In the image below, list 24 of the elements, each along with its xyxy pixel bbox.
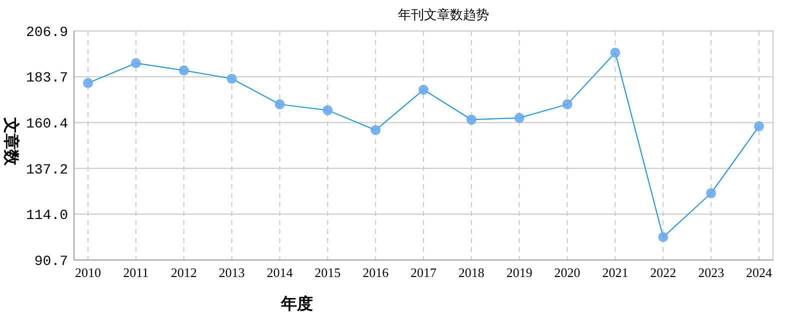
x-tick-label: 2023: [698, 265, 724, 280]
x-tick-label: 2022: [650, 265, 676, 280]
y-tick-label: 90.7: [34, 254, 68, 270]
x-tick-label: 2011: [123, 265, 149, 280]
x-tick-label: 2017: [410, 265, 437, 280]
x-tick-label: 2019: [506, 265, 532, 280]
y-axis-title: 文章数: [2, 116, 20, 166]
y-tick-label: 137.2: [26, 162, 68, 178]
y-tick-label: 160.4: [26, 116, 68, 133]
x-tick-label: 2012: [170, 265, 197, 280]
x-tick-label: 2010: [75, 265, 101, 280]
x-tick-label: 2018: [458, 265, 484, 280]
y-tick-label: 183.7: [26, 70, 68, 87]
x-tick-label: 2024: [746, 265, 772, 280]
y-tick-label: 206.9: [26, 25, 68, 41]
chart-title: 年刊文章数趋势: [398, 7, 489, 22]
x-tick-label: 2016: [362, 265, 390, 280]
x-tick-label: 2015: [314, 265, 341, 280]
x-tick-label: 2020: [554, 265, 580, 280]
y-tick-label: 114.0: [26, 208, 68, 224]
x-axis-title: 年度: [280, 294, 313, 313]
x-tick-label: 2021: [602, 265, 628, 280]
x-tick-label: 2014: [266, 265, 294, 280]
x-tick-label: 2013: [218, 265, 245, 280]
